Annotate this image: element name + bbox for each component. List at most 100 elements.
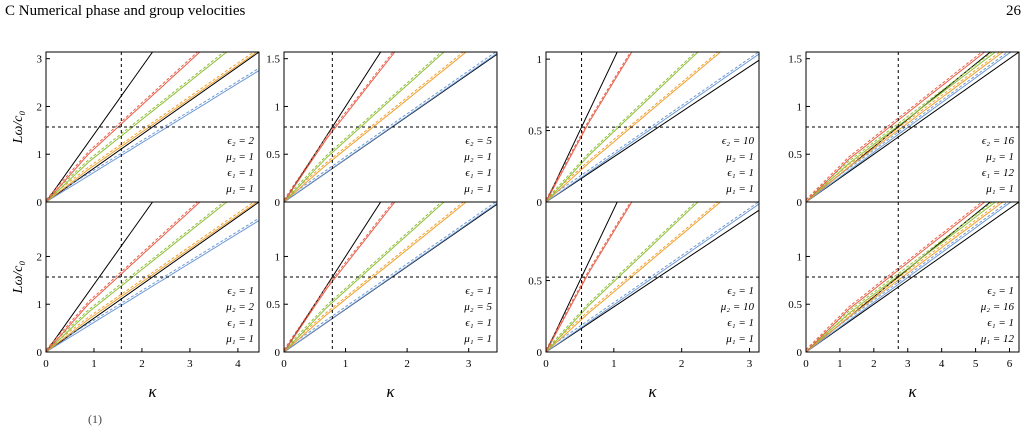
y-tick-label: 0 — [537, 197, 543, 209]
y-tick-label: 1 — [797, 251, 803, 263]
band-red-solid — [46, 52, 201, 202]
x-tick-label: 0 — [803, 358, 809, 370]
band-orange-dashed — [46, 202, 255, 351]
band-orange-dashed — [284, 52, 465, 201]
subplot-top-4: 0 0.5 1 1.5 ϵ₂ = 16 μ₂ = 1 ϵ₁ = 12 μ₁ = 1 — [788, 51, 1020, 209]
x-axis-label: κ — [908, 382, 917, 401]
y-tick-label: 1 — [797, 101, 803, 113]
subplot-bottom-2: 0 0.5 1 0 1 2 3 ϵ₂ = 1 μ₂ = 5 ϵ₁ = 1 μ₁ = 1 κ — [266, 201, 498, 401]
plot-area — [284, 52, 497, 202]
y-tick-label: 3 — [37, 54, 43, 66]
legend-entry: μ₂ = 10 — [720, 301, 755, 313]
y-tick-label: 0 — [37, 197, 43, 209]
light-line-1 — [46, 52, 154, 202]
x-tick-label: 0 — [43, 358, 49, 370]
band-orange-solid — [284, 52, 467, 202]
band-green-solid — [284, 202, 445, 352]
plot-area — [806, 52, 1019, 202]
band-red-dashed — [806, 52, 983, 201]
band-blue-dashed — [46, 67, 259, 201]
x-tick-label: 3 — [747, 358, 753, 370]
light-line-2 — [806, 52, 1019, 202]
band-green-solid — [284, 52, 445, 202]
y-tick-label: 0 — [797, 347, 803, 359]
band-red-solid — [284, 52, 396, 202]
legend-entry: ϵ₂ = 1 — [727, 285, 754, 297]
band-orange-solid — [46, 202, 258, 352]
x-tick-label: 1 — [837, 358, 843, 370]
legend-entry: μ₂ = 5 — [463, 301, 492, 313]
band-orange-solid — [46, 52, 258, 202]
band-blue-dashed — [284, 202, 497, 351]
band-orange-solid — [284, 202, 467, 352]
y-tick-label: 0.5 — [266, 299, 280, 311]
light-line-2 — [806, 202, 1019, 352]
band-red-solid — [806, 202, 986, 352]
band-green-dashed — [284, 202, 443, 351]
plot-area — [46, 52, 259, 202]
light-line-1 — [546, 202, 618, 352]
x-tick-label: 3 — [187, 358, 193, 370]
plot-frame — [545, 201, 760, 353]
y-tick-label: 2 — [37, 251, 43, 263]
band-orange-dashed — [284, 202, 465, 351]
subplot-top-1: 0 1 2 3 ϵ₂ = 2 μ₂ = 1 ϵ₁ = 1 μ₁ = 1 Lω/c₀ — [11, 51, 260, 209]
legend-entry: ϵ₂ = 2 — [227, 135, 254, 147]
legend-entry: ϵ₁ = 12 — [982, 167, 1015, 179]
band-orange-dashed — [806, 202, 1001, 351]
x-tick-label: 1 — [343, 358, 349, 370]
band-blue-solid — [46, 220, 259, 352]
x-tick-label: 2 — [679, 358, 685, 370]
y-tick-label: 1 — [275, 101, 281, 113]
y-tick-label: 1 — [537, 54, 543, 66]
x-tick-label: 1 — [611, 358, 617, 370]
x-tick-label: 0 — [543, 358, 549, 370]
legend-entry: μ₁ = 1 — [985, 183, 1014, 195]
band-orange-dashed — [546, 52, 719, 201]
legend-entry: μ₁ = 1 — [225, 333, 254, 345]
y-tick-label: 2 — [37, 101, 43, 113]
band-green-solid — [546, 202, 699, 352]
band-green-solid — [546, 52, 699, 202]
legend-entry: μ₂ = 1 — [225, 151, 254, 163]
subplot-bottom-3: 0 0.5 0 1 2 3 ϵ₂ = 1 μ₂ = 10 ϵ₁ = 1 μ₁ = 1 κ — [528, 201, 760, 401]
subplot-bottom-1: 0 1 2 0 1 2 3 4 ϵ₂ = 1 μ₂ = 2 ϵ₁ = 1 μ₁ = 1 κ Lω/c₀ — [11, 201, 260, 401]
y-tick-label: 0.5 — [788, 299, 802, 311]
band-red-solid — [46, 202, 201, 352]
light-line-2 — [546, 59, 759, 202]
band-red-dashed — [46, 202, 199, 351]
band-orange-solid — [806, 52, 1004, 202]
light-line-1 — [284, 52, 382, 202]
band-blue-solid — [806, 52, 1012, 202]
subplot-bottom-4: 0 0.5 1 0 1 2 3 4 5 6 ϵ₂ = 1 μ₂ = 16 ϵ₁ = 1 μ₁ = 12 κ — [788, 201, 1020, 401]
x-tick-label: 4 — [939, 358, 945, 370]
band-blue-dashed — [46, 217, 259, 351]
legend-entry: μ₂ = 1 — [463, 151, 492, 163]
x-tick-label: 0 — [281, 358, 287, 370]
band-red-dashed — [806, 202, 983, 351]
band-orange-dashed — [46, 52, 255, 201]
band-blue-dashed — [284, 52, 497, 201]
band-orange-dashed — [546, 202, 719, 351]
legend-entry: ϵ₁ = 1 — [465, 167, 492, 179]
x-axis-label: κ — [648, 382, 657, 401]
legend-entry: ϵ₁ = 1 — [465, 317, 492, 329]
light-line-2 — [46, 52, 259, 202]
legend-entry: ϵ₂ = 1 — [987, 285, 1014, 297]
light-line-2 — [546, 209, 759, 352]
legend-entry: μ₁ = 1 — [725, 183, 754, 195]
footer-fragment: (1) — [88, 412, 102, 426]
light-line-1 — [46, 202, 154, 352]
plot-area — [806, 202, 1019, 352]
plot-frame — [283, 201, 498, 353]
band-green-dashed — [806, 52, 994, 201]
legend-entry: ϵ₂ = 16 — [982, 135, 1015, 147]
page-number: 26 — [1006, 3, 1021, 19]
y-tick-label: 1 — [37, 299, 43, 311]
band-blue-solid — [806, 202, 1012, 352]
legend-entry: μ₂ = 1 — [725, 151, 754, 163]
legend-entry: μ₁ = 1 — [225, 183, 254, 195]
band-blue-dashed — [546, 202, 759, 351]
legend-entry: μ₁ = 1 — [463, 183, 492, 195]
